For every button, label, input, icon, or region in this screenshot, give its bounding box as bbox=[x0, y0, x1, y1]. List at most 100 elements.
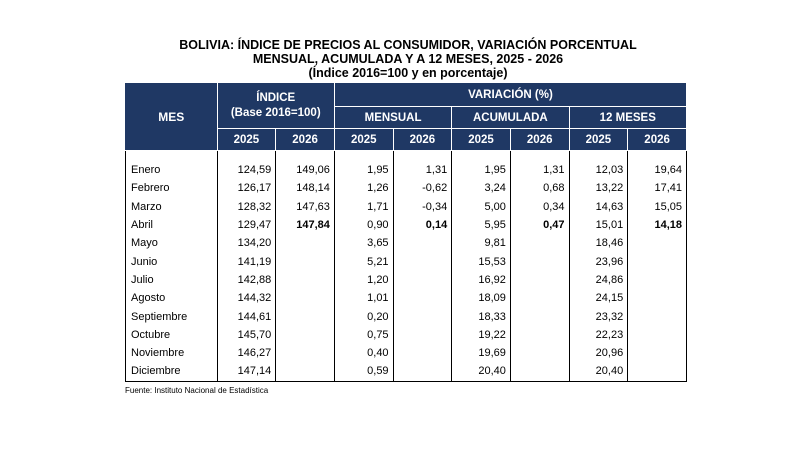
cell-d25: 13,22 bbox=[568, 179, 629, 198]
cell-m26: 1,31 bbox=[392, 161, 453, 180]
cell-m25: 0,40 bbox=[333, 343, 394, 363]
cell-mes: Enero bbox=[125, 161, 218, 180]
header-12-meses-2025: 2025 bbox=[568, 128, 629, 151]
cell-m25: 1,26 bbox=[333, 179, 394, 198]
ipc-table: MES ÍNDICE (Base 2016=100) VARIACIÓN (%)… bbox=[125, 82, 688, 382]
cell-mes: Noviembre bbox=[125, 343, 218, 363]
table-title-line-1: BOLIVIA: ÍNDICE DE PRECIOS AL CONSUMIDOR… bbox=[179, 38, 637, 52]
cell-mes: Septiembre bbox=[125, 307, 218, 326]
cell-i26: 148,14 bbox=[275, 179, 335, 198]
cell-m25: 1,95 bbox=[333, 161, 394, 180]
cell-a26 bbox=[509, 270, 570, 290]
cell-mes: Abril bbox=[125, 215, 218, 235]
cell-a25: 5,00 bbox=[451, 197, 511, 216]
table-title-line-2: MENSUAL, ACUMULADA Y A 12 MESES, 2025 - … bbox=[252, 52, 564, 66]
cell-i25: 129,47 bbox=[216, 215, 277, 235]
cell-mes: Octubre bbox=[125, 325, 218, 344]
cell-d26 bbox=[627, 270, 687, 290]
cell-i25: 145,70 bbox=[216, 325, 277, 344]
cell-m26 bbox=[392, 325, 453, 344]
cell-i26 bbox=[275, 362, 335, 382]
cell-d25: 24,15 bbox=[568, 289, 629, 308]
cell-i26: 147,84 bbox=[275, 215, 335, 235]
cell-d25: 23,96 bbox=[568, 252, 629, 271]
cell-a26 bbox=[509, 343, 570, 363]
table-row: Noviembre 146,27 0,40 19,69 20,96 bbox=[125, 343, 687, 363]
cell-m26 bbox=[392, 289, 453, 308]
cell-a26: 0,68 bbox=[509, 179, 570, 198]
header-12-meses: 12 MESES bbox=[568, 106, 688, 129]
header-acumulada-2026: 2026 bbox=[509, 128, 570, 151]
cell-d25: 15,01 bbox=[568, 215, 629, 235]
cell-d25: 12,03 bbox=[568, 161, 629, 180]
cell-m26 bbox=[392, 307, 453, 326]
header-mensual-2025: 2025 bbox=[333, 128, 394, 151]
table-row: Septiembre 144,61 0,20 18,33 23,32 bbox=[125, 307, 687, 326]
cell-d26: 19,64 bbox=[627, 161, 687, 180]
cell-i26 bbox=[275, 270, 335, 290]
header-indice-label: ÍNDICE bbox=[256, 91, 296, 104]
cell-a25: 18,09 bbox=[451, 289, 511, 308]
cell-a25: 3,24 bbox=[451, 179, 511, 198]
cell-i25: 126,17 bbox=[216, 179, 277, 198]
header-indice: ÍNDICE (Base 2016=100) bbox=[216, 82, 335, 129]
cell-m26 bbox=[392, 234, 453, 253]
cell-a25: 19,22 bbox=[451, 325, 511, 344]
table-row: Octubre 145,70 0,75 19,22 22,23 bbox=[125, 325, 687, 344]
cell-i26 bbox=[275, 234, 335, 253]
table-row: Abril 129,47 147,84 0,90 0,14 5,95 0,47 15,01 14… bbox=[125, 215, 687, 235]
cell-mes: Marzo bbox=[125, 197, 218, 216]
cell-a26 bbox=[509, 307, 570, 326]
table-row: Marzo 128,32 147,63 1,71 -0,34 5,00 0,34 14,63 1… bbox=[125, 197, 687, 216]
table-row: Agosto 144,32 1,01 18,09 24,15 bbox=[125, 289, 687, 308]
cell-d26 bbox=[627, 289, 687, 308]
cell-a25: 9,81 bbox=[451, 234, 511, 253]
cell-a25: 15,53 bbox=[451, 252, 511, 271]
header-variacion: VARIACIÓN (%) bbox=[333, 82, 688, 107]
cell-i26 bbox=[275, 325, 335, 344]
cell-m26 bbox=[392, 270, 453, 290]
cell-i26: 147,63 bbox=[275, 197, 335, 216]
cell-i25: 141,19 bbox=[216, 252, 277, 271]
cell-mes: Mayo bbox=[125, 234, 218, 253]
cell-d26 bbox=[627, 362, 687, 382]
table-row: Junio 141,19 5,21 15,53 23,96 bbox=[125, 252, 687, 271]
cell-i26 bbox=[275, 343, 335, 363]
cell-i26 bbox=[275, 307, 335, 326]
header-mensual: MENSUAL bbox=[333, 106, 453, 129]
cell-a25: 20,40 bbox=[451, 362, 511, 382]
header-indice-base: (Base 2016=100) bbox=[230, 106, 321, 119]
cell-i25: 146,27 bbox=[216, 343, 277, 363]
cell-d26: 15,05 bbox=[627, 197, 687, 216]
cell-a26: 0,47 bbox=[509, 215, 570, 235]
cell-d26: 14,18 bbox=[627, 215, 687, 235]
cell-d26 bbox=[627, 325, 687, 344]
table-row: Febrero 126,17 148,14 1,26 -0,62 3,24 0,68 13,2… bbox=[125, 179, 687, 198]
cell-i26 bbox=[275, 289, 335, 308]
table-row: Julio 142,88 1,20 16,92 24,86 bbox=[125, 270, 687, 290]
cell-a26 bbox=[509, 289, 570, 308]
cell-d26 bbox=[627, 252, 687, 271]
cell-d26 bbox=[627, 307, 687, 326]
cell-mes: Febrero bbox=[125, 179, 218, 198]
cell-m26 bbox=[392, 362, 453, 382]
header-mensual-2026: 2026 bbox=[392, 128, 453, 151]
header-acumulada: ACUMULADA bbox=[451, 106, 570, 129]
header-12-meses-2026: 2026 bbox=[627, 128, 687, 151]
cell-d26 bbox=[627, 343, 687, 363]
cell-d25: 14,63 bbox=[568, 197, 629, 216]
cell-d25: 22,23 bbox=[568, 325, 629, 344]
header-acumulada-2025: 2025 bbox=[451, 128, 511, 151]
cell-mes: Diciembre bbox=[125, 362, 218, 382]
cell-d25: 18,46 bbox=[568, 234, 629, 253]
cell-m25: 0,75 bbox=[333, 325, 394, 344]
cell-i25: 142,88 bbox=[216, 270, 277, 290]
cell-mes: Junio bbox=[125, 252, 218, 271]
cell-a26 bbox=[509, 252, 570, 271]
cell-d26 bbox=[627, 234, 687, 253]
cell-a26: 0,34 bbox=[509, 197, 570, 216]
cell-i25: 144,61 bbox=[216, 307, 277, 326]
cell-a25: 18,33 bbox=[451, 307, 511, 326]
cell-d25: 23,32 bbox=[568, 307, 629, 326]
cell-m26: 0,14 bbox=[392, 215, 453, 235]
